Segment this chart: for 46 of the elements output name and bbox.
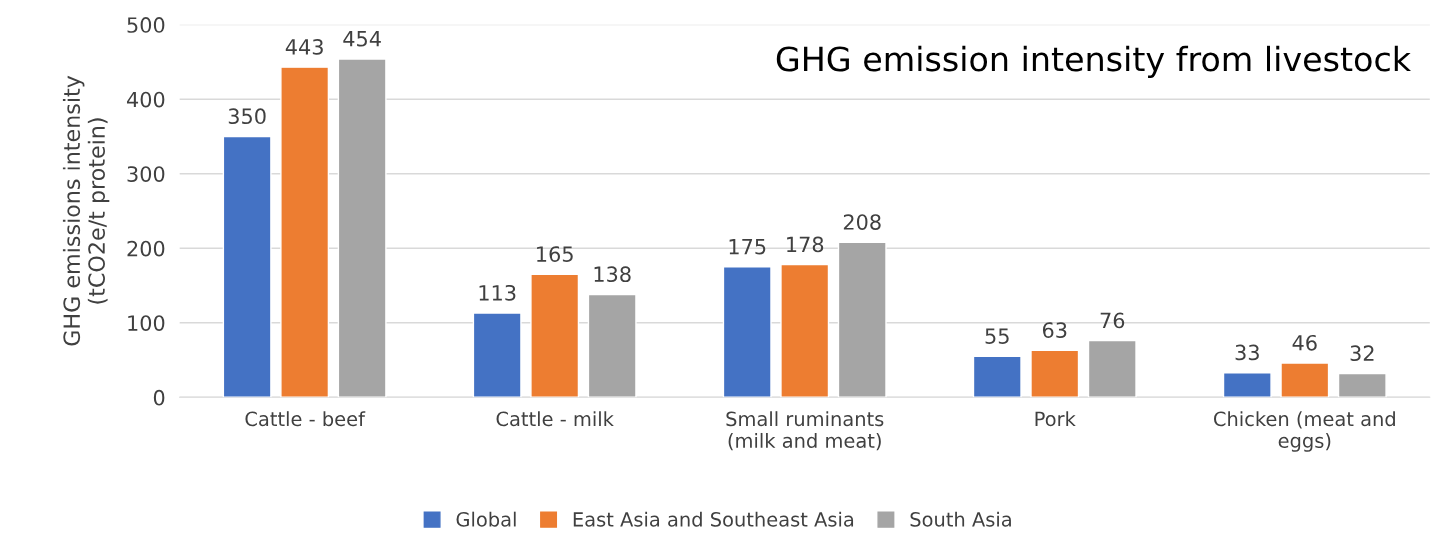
data-label: 55 xyxy=(985,328,1009,344)
bar xyxy=(337,58,387,398)
bar xyxy=(1222,372,1272,398)
x-tick-label: Chicken (meat and eggs) xyxy=(1213,411,1395,452)
bar xyxy=(972,355,1022,398)
bar xyxy=(472,312,522,398)
x-tick-label: Pork xyxy=(1035,411,1076,427)
y-tick-label: 200 xyxy=(127,240,165,257)
data-label: 454 xyxy=(343,31,381,47)
bar xyxy=(837,241,887,398)
data-label: 178 xyxy=(787,236,824,253)
bar xyxy=(587,293,637,398)
data-label: 165 xyxy=(537,246,573,262)
data-label: 350 xyxy=(228,108,266,125)
data-label: 76 xyxy=(1100,312,1125,329)
bar xyxy=(1280,362,1330,398)
bar xyxy=(722,266,772,398)
y-tick-label: 100 xyxy=(128,315,165,331)
data-label: 138 xyxy=(594,266,631,283)
text: GHG emission intensity from livestock xyxy=(776,45,1411,79)
x-tick-label: Small ruminants (milk and meat) xyxy=(726,411,884,451)
data-label: 32 xyxy=(1350,345,1374,362)
y-tick-label: 500 xyxy=(127,17,165,33)
y-tick-label: 400 xyxy=(126,91,165,108)
data-label: 175 xyxy=(729,239,766,255)
data-label: 63 xyxy=(1042,322,1067,338)
bar xyxy=(1030,349,1080,398)
x-tick-label: Cattle - milk xyxy=(496,411,614,427)
bar xyxy=(530,273,580,398)
data-label: 208 xyxy=(843,214,881,230)
legend-label: South Asia xyxy=(910,511,1011,527)
data-label: 33 xyxy=(1235,344,1259,361)
bar xyxy=(280,66,330,398)
bar xyxy=(1337,372,1387,398)
bar xyxy=(222,135,272,398)
data-label: 113 xyxy=(479,284,516,301)
y-axis-title: GHG emissions intensity (tCO2e/t protein) xyxy=(62,75,110,346)
x-tick-label: Cattle - beef xyxy=(245,411,366,427)
legend-label: Global xyxy=(456,511,516,527)
bar xyxy=(1087,339,1137,398)
bar xyxy=(780,263,830,398)
legend-label: East Asia and Southeast Asia xyxy=(573,511,854,527)
data-label: 443 xyxy=(285,39,323,55)
y-tick-label: 300 xyxy=(127,166,165,182)
y-tick-label: 0 xyxy=(153,389,165,406)
data-label: 46 xyxy=(1292,334,1317,351)
